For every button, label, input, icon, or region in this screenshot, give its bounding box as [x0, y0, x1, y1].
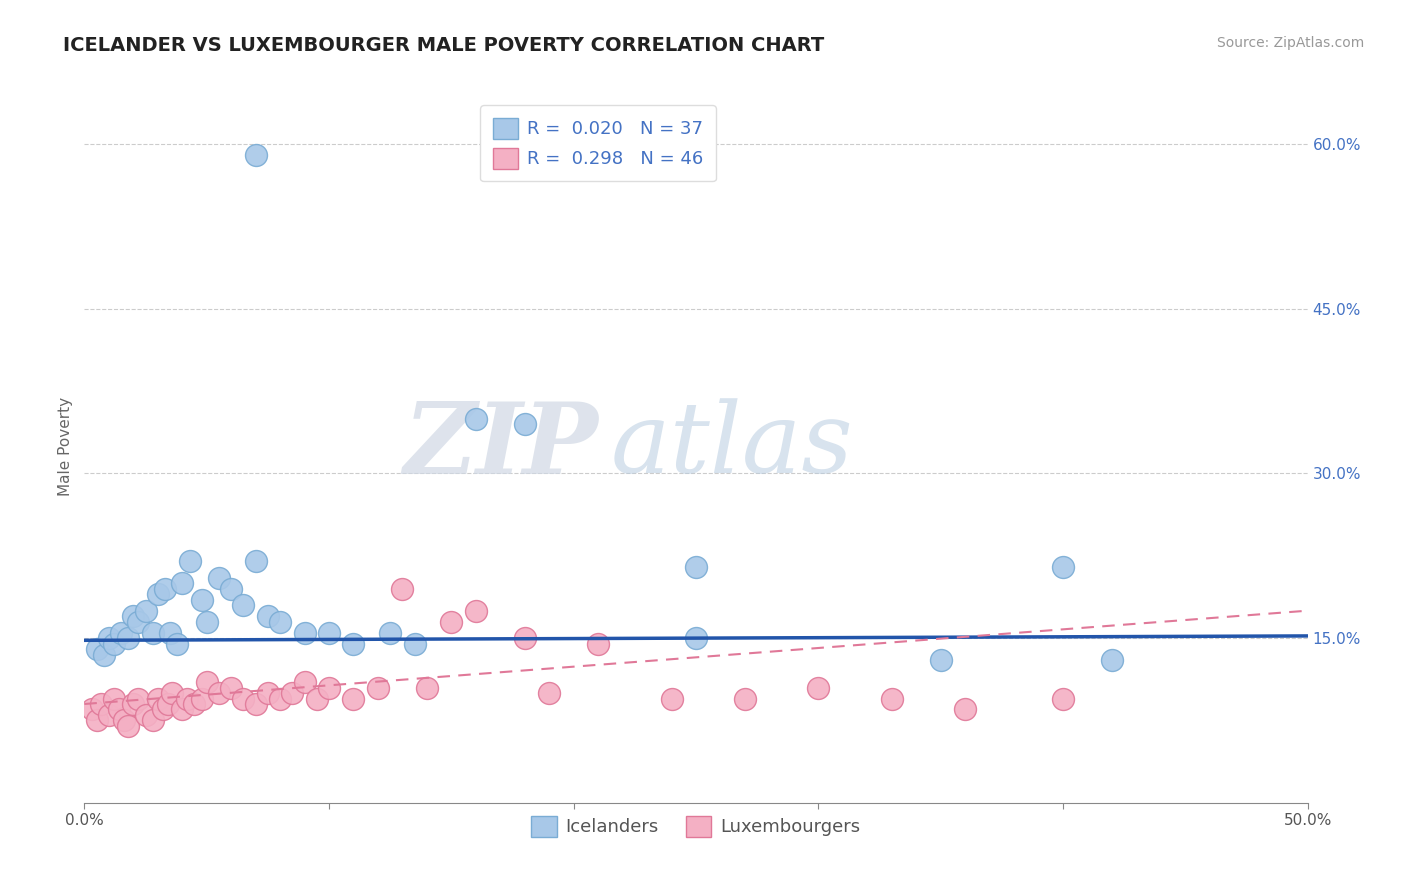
Text: ICELANDER VS LUXEMBOURGER MALE POVERTY CORRELATION CHART: ICELANDER VS LUXEMBOURGER MALE POVERTY C…	[63, 36, 824, 54]
Point	[135, 708, 157, 723]
Point	[513, 417, 536, 431]
Point	[661, 691, 683, 706]
Point	[90, 697, 112, 711]
Point	[538, 686, 561, 700]
Point	[172, 702, 194, 716]
Text: Source: ZipAtlas.com: Source: ZipAtlas.com	[1216, 36, 1364, 50]
Point	[80, 702, 103, 716]
Point	[464, 604, 486, 618]
Point	[97, 708, 120, 723]
Point	[318, 681, 340, 695]
Point	[281, 686, 304, 700]
Point	[127, 691, 149, 706]
Point	[152, 702, 174, 716]
Point	[245, 697, 267, 711]
Point	[294, 625, 316, 640]
Point	[110, 625, 132, 640]
Point	[219, 681, 242, 695]
Point	[162, 686, 184, 700]
Point	[86, 642, 108, 657]
Point	[464, 411, 486, 425]
Point	[342, 691, 364, 706]
Point	[142, 625, 165, 640]
Point	[807, 681, 830, 695]
Point	[191, 691, 214, 706]
Point	[103, 691, 125, 706]
Point	[142, 714, 165, 728]
Point	[146, 587, 169, 601]
Point	[269, 615, 291, 629]
Point	[1052, 691, 1074, 706]
Point	[127, 615, 149, 629]
Point	[305, 691, 328, 706]
Point	[685, 631, 707, 645]
Point	[257, 609, 280, 624]
Point	[1052, 559, 1074, 574]
Point	[191, 592, 214, 607]
Point	[103, 637, 125, 651]
Point	[1101, 653, 1123, 667]
Point	[245, 148, 267, 162]
Point	[440, 615, 463, 629]
Point	[269, 691, 291, 706]
Point	[232, 598, 254, 612]
Point	[404, 637, 426, 651]
Point	[734, 691, 756, 706]
Point	[929, 653, 952, 667]
Point	[380, 625, 402, 640]
Text: ZIP: ZIP	[404, 398, 598, 494]
Point	[176, 691, 198, 706]
Text: atlas: atlas	[610, 399, 853, 493]
Point	[86, 714, 108, 728]
Point	[195, 675, 218, 690]
Point	[880, 691, 903, 706]
Point	[953, 702, 976, 716]
Point	[257, 686, 280, 700]
Point	[232, 691, 254, 706]
Point	[122, 609, 145, 624]
Point	[367, 681, 389, 695]
Point	[135, 604, 157, 618]
Point	[97, 631, 120, 645]
Point	[117, 631, 139, 645]
Point	[172, 576, 194, 591]
Point	[208, 571, 231, 585]
Point	[513, 631, 536, 645]
Point	[107, 702, 129, 716]
Y-axis label: Male Poverty: Male Poverty	[58, 396, 73, 496]
Point	[195, 615, 218, 629]
Point	[342, 637, 364, 651]
Point	[208, 686, 231, 700]
Point	[159, 625, 181, 640]
Point	[219, 582, 242, 596]
Point	[179, 554, 201, 568]
Legend: Icelanders, Luxembourgers: Icelanders, Luxembourgers	[524, 808, 868, 844]
Point	[117, 719, 139, 733]
Point	[153, 582, 176, 596]
Point	[416, 681, 439, 695]
Point	[166, 637, 188, 651]
Point	[122, 697, 145, 711]
Point	[586, 637, 609, 651]
Point	[245, 554, 267, 568]
Point	[112, 714, 135, 728]
Point	[156, 697, 179, 711]
Point	[183, 697, 205, 711]
Point	[146, 691, 169, 706]
Point	[318, 625, 340, 640]
Point	[93, 648, 115, 662]
Point	[391, 582, 413, 596]
Point	[685, 559, 707, 574]
Point	[294, 675, 316, 690]
